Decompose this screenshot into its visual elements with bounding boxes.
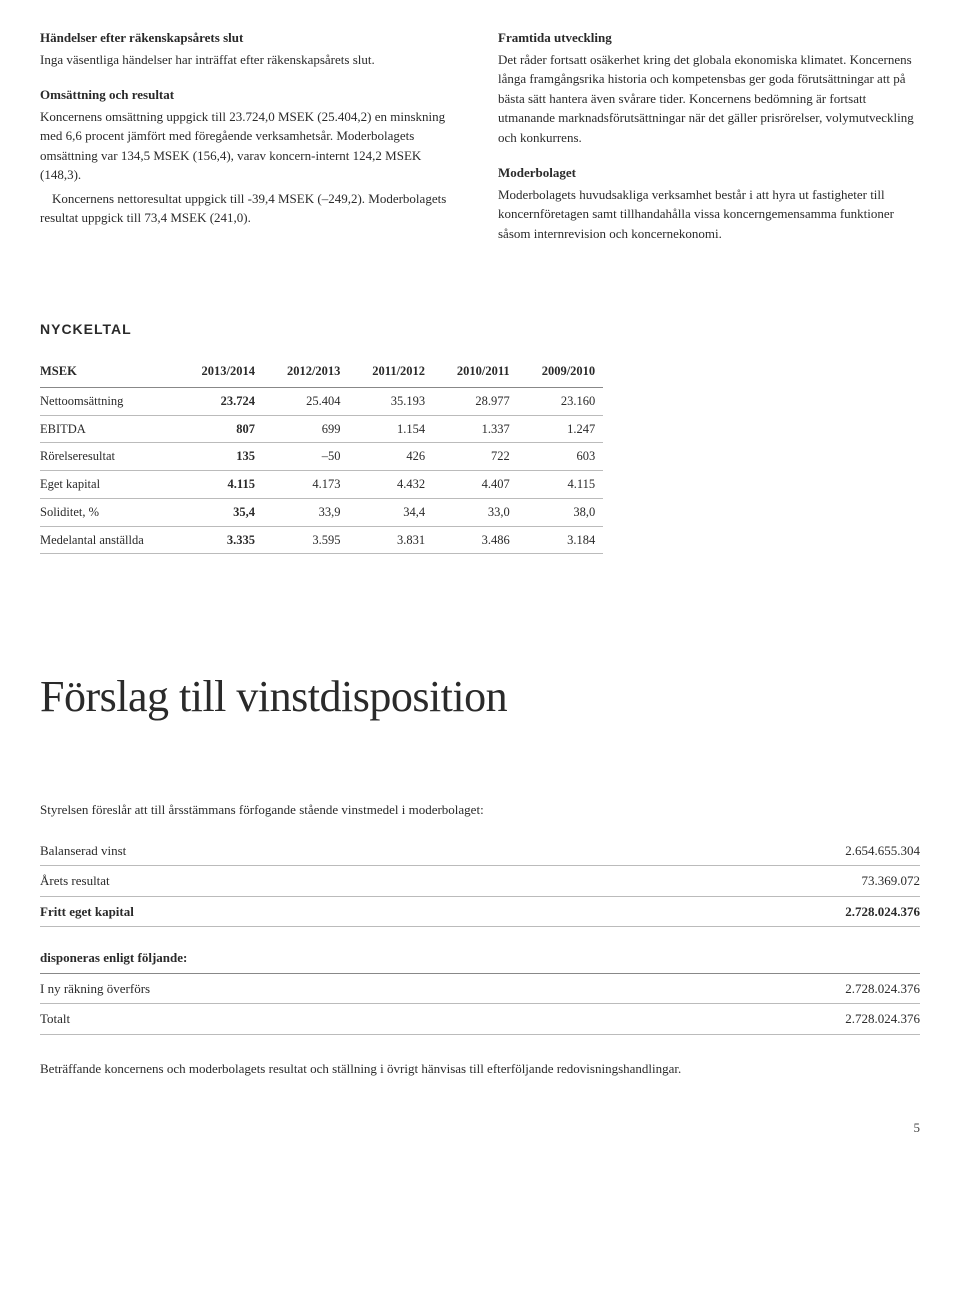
cell-value: 4.432 [348,471,433,499]
row-label: Balanserad vinst [40,836,530,866]
cell-value: 1.247 [518,415,604,443]
row-label: Årets resultat [40,866,530,897]
cell-value: 38,0 [518,498,604,526]
table-row: Soliditet, %35,433,934,433,038,0 [40,498,603,526]
year-header: 2013/2014 [178,358,263,387]
table-row: Nettoomsättning23.72425.40435.19328.9772… [40,387,603,415]
cell-value: 4.115 [178,471,263,499]
table-header-label: MSEK [40,358,178,387]
page-number: 5 [40,1118,920,1138]
cell-value: 4.115 [518,471,604,499]
row-label: Nettoomsättning [40,387,178,415]
cell-value: 35,4 [178,498,263,526]
table-row: Fritt eget kapital2.728.024.376 [40,896,920,927]
row-label: EBITDA [40,415,178,443]
row-label: Eget kapital [40,471,178,499]
cell-value: 426 [348,443,433,471]
cell-value: 3.595 [263,526,348,554]
table-row: Medelantal anställda3.3353.5953.8313.486… [40,526,603,554]
cell-value: 25.404 [263,387,348,415]
table-row: Eget kapital4.1154.1734.4324.4074.115 [40,471,603,499]
proposal-title: Förslag till vinstdisposition [40,664,920,730]
table-row: Totalt2.728.024.376 [40,1004,920,1035]
row-value: 2.728.024.376 [624,1004,920,1035]
table-row: I ny räkning överförs2.728.024.376 [40,973,920,1004]
table-row: Årets resultat73.369.072 [40,866,920,897]
body-text: Moderbolagets huvudsakliga verksamhet be… [498,185,920,244]
cell-value: 33,0 [433,498,518,526]
final-note: Beträffande koncernens och moderbolagets… [40,1059,920,1079]
section-heading: Händelser efter räkenskapsårets slut [40,28,462,48]
cell-value: 1.154 [348,415,433,443]
nyckeltal-table: MSEK 2013/2014 2012/2013 2011/2012 2010/… [40,358,603,554]
cell-value: 3.831 [348,526,433,554]
cell-value: 135 [178,443,263,471]
row-label: Fritt eget kapital [40,896,530,927]
vinst-table-1: Balanserad vinst2.654.655.304Årets resul… [40,836,920,928]
row-value: 2.654.655.304 [530,836,920,866]
row-value: 73.369.072 [530,866,920,897]
proposal-intro: Styrelsen föreslår att till årsstämmans … [40,800,920,820]
vinst-table-2: disponeras enligt följande: I ny räkning… [40,943,920,1035]
cell-value: 4.173 [263,471,348,499]
body-text: Koncernens omsättning uppgick till 23.72… [40,107,462,185]
cell-value: 23.160 [518,387,604,415]
cell-value: 807 [178,415,263,443]
table-row: Balanserad vinst2.654.655.304 [40,836,920,866]
cell-value: 34,4 [348,498,433,526]
right-column: Framtida utveckling Det råder fortsatt o… [498,28,920,259]
cell-value: 722 [433,443,518,471]
section-heading: Moderbolaget [498,163,920,183]
cell-value: –50 [263,443,348,471]
table-row: Rörelseresultat135–50426722603 [40,443,603,471]
year-header: 2010/2011 [433,358,518,387]
year-header: 2012/2013 [263,358,348,387]
table-row: EBITDA8076991.1541.3371.247 [40,415,603,443]
row-label: I ny räkning överförs [40,973,624,1004]
cell-value: 1.337 [433,415,518,443]
cell-value: 33,9 [263,498,348,526]
body-text: Det råder fortsatt osäkerhet kring det g… [498,50,920,148]
left-column: Händelser efter räkenskapsårets slut Ing… [40,28,462,259]
body-text: Koncernens nettoresultat uppgick till -3… [40,189,462,228]
cell-value: 35.193 [348,387,433,415]
cell-value: 4.407 [433,471,518,499]
year-header: 2011/2012 [348,358,433,387]
dispose-header: disponeras enligt följande: [40,943,624,973]
row-value: 2.728.024.376 [624,973,920,1004]
year-header: 2009/2010 [518,358,604,387]
cell-value: 3.184 [518,526,604,554]
body-text: Inga väsentliga händelser har inträffat … [40,50,462,70]
row-label: Soliditet, % [40,498,178,526]
cell-value: 603 [518,443,604,471]
row-label: Rörelseresultat [40,443,178,471]
row-label: Medelantal anställda [40,526,178,554]
cell-value: 699 [263,415,348,443]
cell-value: 3.335 [178,526,263,554]
section-heading: Omsättning och resultat [40,85,462,105]
cell-value: 3.486 [433,526,518,554]
cell-value: 28.977 [433,387,518,415]
table-row: disponeras enligt följande: [40,943,920,973]
nyckeltal-title: NYCKELTAL [40,319,920,340]
cell-value: 23.724 [178,387,263,415]
section-heading: Framtida utveckling [498,28,920,48]
table-header-row: MSEK 2013/2014 2012/2013 2011/2012 2010/… [40,358,603,387]
row-value: 2.728.024.376 [530,896,920,927]
row-label: Totalt [40,1004,624,1035]
text-columns: Händelser efter räkenskapsårets slut Ing… [40,28,920,259]
